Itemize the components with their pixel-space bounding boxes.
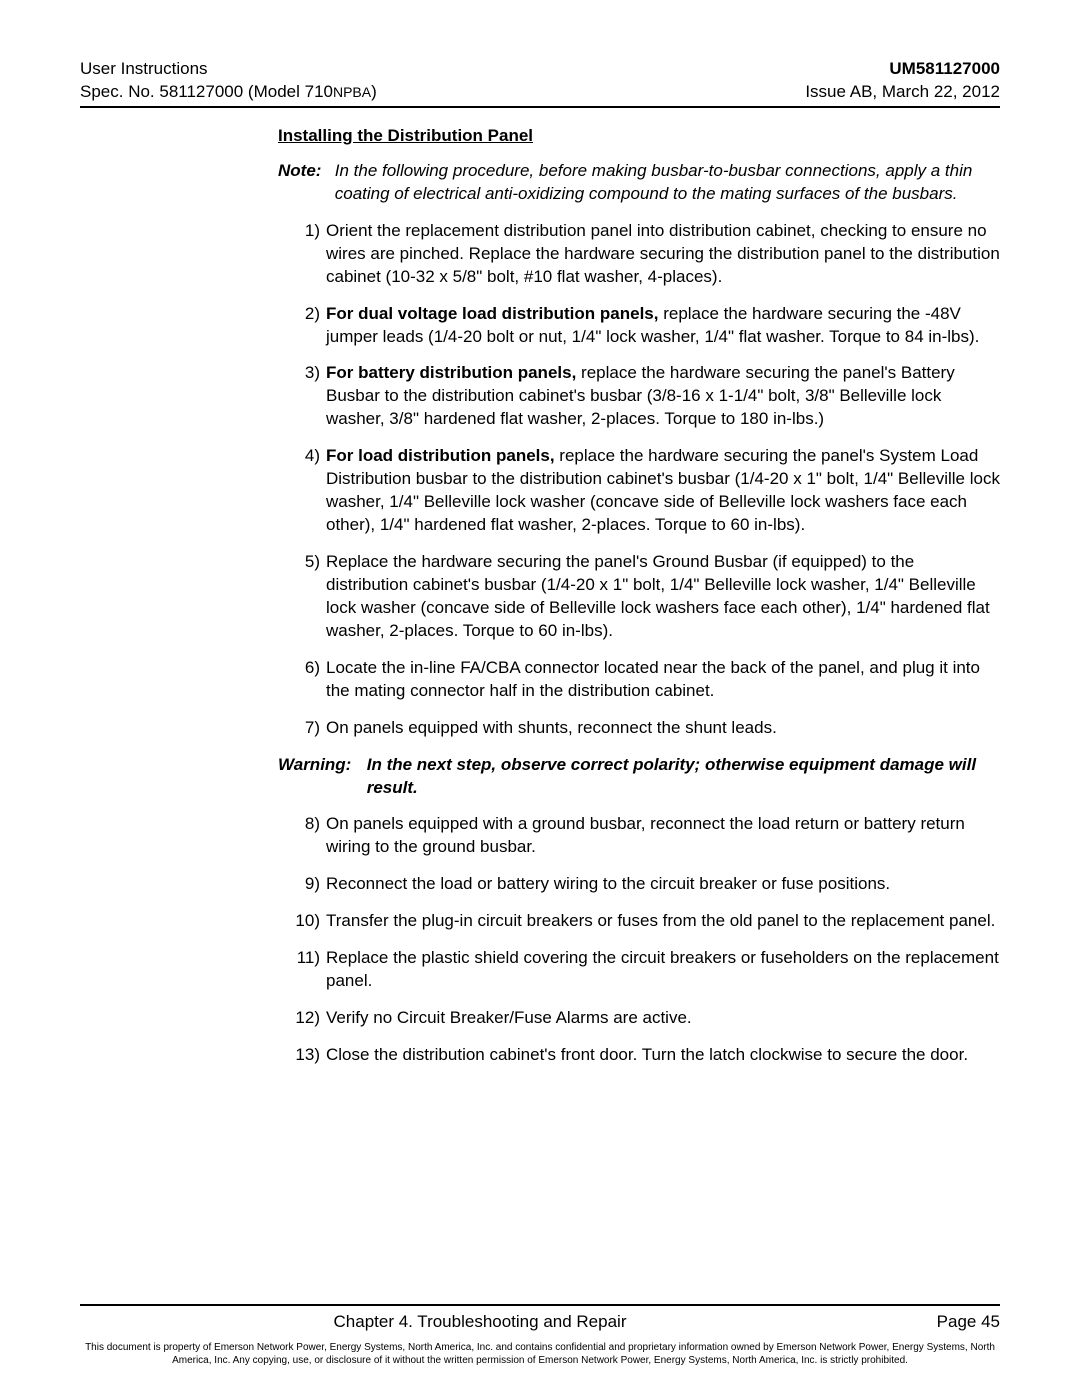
step-item: 11)Replace the plastic shield covering t… — [278, 947, 1000, 993]
steps-list-1: 1)Orient the replacement distribution pa… — [278, 220, 1000, 740]
document-page: User Instructions Spec. No. 581127000 (M… — [0, 0, 1080, 1397]
header-docnum: UM581127000 — [805, 58, 1000, 81]
header-left: User Instructions Spec. No. 581127000 (M… — [80, 58, 377, 104]
note-text: In the following procedure, before makin… — [335, 160, 999, 206]
step-item: 1)Orient the replacement distribution pa… — [278, 220, 1000, 289]
content-area: Installing the Distribution Panel Note: … — [278, 126, 1000, 1067]
footer-line: Chapter 4. Troubleshooting and Repair Pa… — [80, 1312, 1000, 1332]
warning-block: Warning: In the next step, observe corre… — [278, 754, 1000, 800]
step-item: 8)On panels equipped with a ground busba… — [278, 813, 1000, 859]
footer-disclaimer: This document is property of Emerson Net… — [80, 1342, 1000, 1367]
header-left-line2: Spec. No. 581127000 (Model 710NPBA) — [80, 81, 377, 104]
steps-list-2: 8)On panels equipped with a ground busba… — [278, 813, 1000, 1067]
header-right: UM581127000 Issue AB, March 22, 2012 — [805, 58, 1000, 104]
step-item: 6)Locate the in-line FA/CBA connector lo… — [278, 657, 1000, 703]
step-item: 10)Transfer the plug-in circuit breakers… — [278, 910, 1000, 933]
step-item: 12)Verify no Circuit Breaker/Fuse Alarms… — [278, 1007, 1000, 1030]
footer-page: Page 45 — [880, 1312, 1000, 1332]
note-block: Note: In the following procedure, before… — [278, 160, 1000, 206]
page-header: User Instructions Spec. No. 581127000 (M… — [80, 58, 1000, 104]
step-item: 2)For dual voltage load distribution pan… — [278, 303, 1000, 349]
step-item: 9)Reconnect the load or battery wiring t… — [278, 873, 1000, 896]
note-label: Note: — [278, 160, 330, 183]
header-left-line1: User Instructions — [80, 58, 377, 81]
section-title: Installing the Distribution Panel — [278, 126, 1000, 146]
header-issue: Issue AB, March 22, 2012 — [805, 81, 1000, 104]
step-item: 5)Replace the hardware securing the pane… — [278, 551, 1000, 643]
header-rule — [80, 106, 1000, 108]
footer-chapter: Chapter 4. Troubleshooting and Repair — [80, 1312, 880, 1332]
step-item: 13)Close the distribution cabinet's fron… — [278, 1044, 1000, 1067]
step-item: 4)For load distribution panels, replace … — [278, 445, 1000, 537]
warning-text: In the next step, observe correct polari… — [367, 754, 999, 800]
step-item: 3)For battery distribution panels, repla… — [278, 362, 1000, 431]
warning-label: Warning: — [278, 754, 362, 777]
page-footer: Chapter 4. Troubleshooting and Repair Pa… — [80, 1304, 1000, 1367]
footer-rule — [80, 1304, 1000, 1306]
step-item: 7)On panels equipped with shunts, reconn… — [278, 717, 1000, 740]
